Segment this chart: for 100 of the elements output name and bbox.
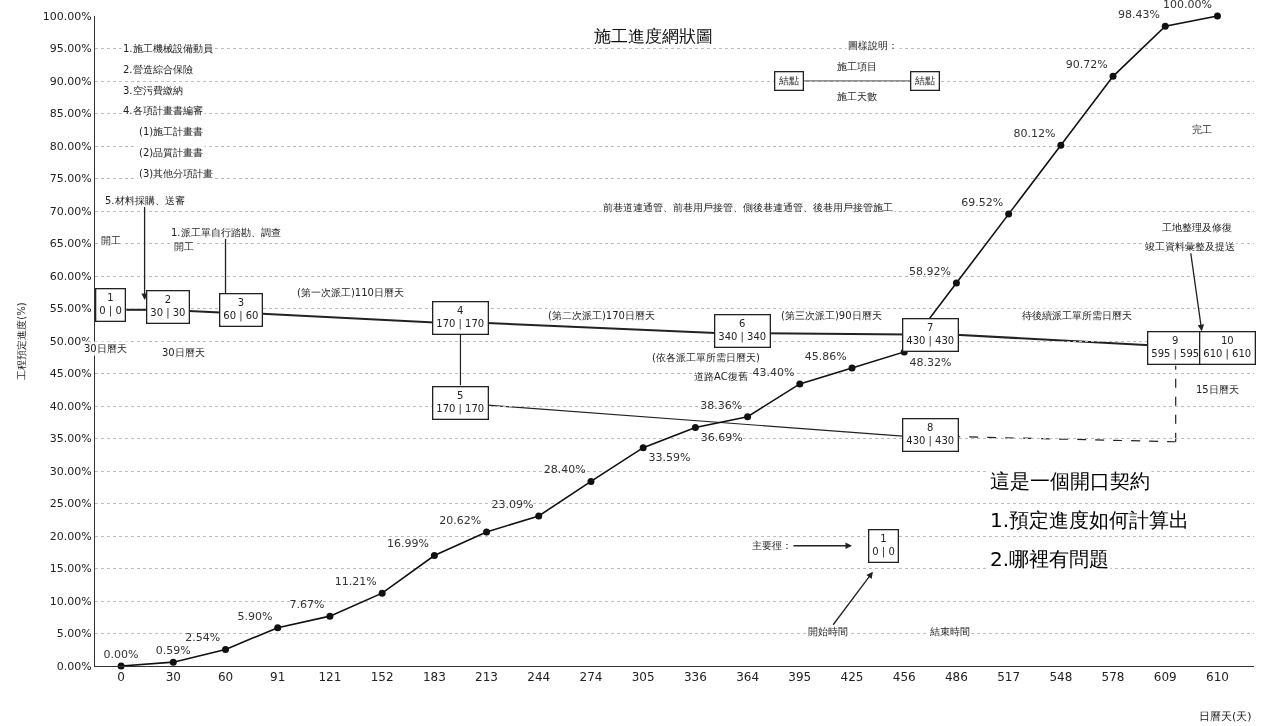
data-label: 11.21%: [334, 575, 377, 589]
y-tick-label: 80.00%: [49, 139, 92, 153]
annotation: 7 430 | 430: [906, 322, 955, 348]
x-tick-label: 517: [997, 670, 1021, 685]
annotation: 3 60 | 60: [223, 297, 259, 323]
annotation: 8 430 | 430: [906, 422, 955, 448]
text: 施工進度網狀圖: [594, 26, 713, 46]
data-label: 28.40%: [543, 463, 586, 477]
x-tick-label: 121: [318, 670, 342, 685]
y-axis-title: 工程預定進度(%): [15, 302, 27, 380]
x-tick-label: 610: [1206, 670, 1229, 685]
annotation: (3)其他分項計畫: [139, 168, 214, 179]
x-axis-title: 日曆天(天): [1199, 710, 1252, 723]
data-label: 36.69%: [700, 431, 743, 445]
y-tick-label: 95.00%: [49, 42, 92, 56]
data-label: 43.40%: [752, 365, 795, 379]
data-label: 98.43%: [1117, 8, 1160, 22]
annotation: 30日曆天: [84, 343, 127, 354]
y-tick-label: 15.00%: [49, 562, 92, 576]
y-tick-label: 20.00%: [49, 529, 92, 543]
x-tick-label: 0: [117, 670, 125, 685]
annotation: 結點: [914, 75, 936, 87]
x-tick-label: 486: [944, 670, 968, 685]
annotation: 這是一個開口契約: [990, 469, 1150, 493]
x-tick-label: 609: [1153, 670, 1177, 685]
annotation: 開工: [101, 235, 121, 246]
data-label: 16.99%: [387, 537, 429, 551]
y-tick-label: 5.00%: [56, 627, 92, 641]
y-tick-label: 40.00%: [49, 399, 92, 413]
annotation: (第一次派工)110日曆天: [297, 287, 404, 298]
data-label: 2.54%: [185, 631, 221, 645]
data-label: 5.90%: [237, 609, 273, 623]
x-tick-label: 152: [370, 670, 394, 685]
data-label: 58.92%: [909, 264, 952, 278]
annotation: 30日曆天: [162, 347, 205, 358]
x-tick-label: 456: [892, 670, 916, 685]
data-label: 20.62%: [439, 513, 482, 527]
data-label: 38.36%: [700, 398, 743, 412]
annotation: 2.哪裡有問題: [990, 547, 1110, 571]
data-label: 45.86%: [804, 349, 847, 363]
annotation: 前巷道連通管、前巷用戶接管、側後巷連通管、後巷用戶接管施工: [603, 202, 893, 213]
annotation: (1)施工計畫書: [139, 126, 204, 137]
annotation: 完工: [1192, 124, 1212, 135]
y-tick-label: 100.00%: [42, 9, 92, 23]
x-tick-label: 425: [840, 670, 864, 685]
annotation: 5 170 | 170: [436, 390, 485, 416]
y-tick-label: 75.00%: [49, 172, 92, 186]
data-label: 69.52%: [961, 195, 1004, 209]
y-tick-label: 70.00%: [49, 204, 92, 218]
data-label: 33.59%: [648, 451, 691, 465]
annotation: (依各派工單所需日曆天): [652, 352, 760, 363]
x-tick-label: 244: [527, 670, 551, 685]
annotation: 結點: [778, 75, 800, 87]
y-tick-label: 55.00%: [49, 302, 92, 316]
x-tick-label: 60: [217, 670, 234, 685]
annotation: (第三次派工)90日曆天: [781, 310, 882, 321]
annotation: 2 30 | 30: [150, 294, 186, 320]
annotation: 15日曆天: [1196, 384, 1239, 395]
x-tick-label: 395: [788, 670, 812, 685]
x-tick-label: 183: [422, 670, 446, 685]
annotation: 圖樣說明：: [848, 40, 898, 51]
annotation: 待後續派工單所需日曆天: [1022, 310, 1132, 321]
x-tick-label: 305: [631, 670, 655, 685]
annotation: 工地整理及修復: [1162, 222, 1232, 233]
y-tick-label: 0.00%: [56, 659, 92, 673]
y-tick-label: 25.00%: [49, 497, 92, 511]
x-tick-label: 364: [736, 670, 760, 685]
annotation: 施工天數: [837, 91, 877, 102]
y-tick-label: 45.00%: [49, 367, 92, 381]
annotation: 3.空污費繳納: [123, 85, 183, 96]
y-tick-label: 90.00%: [49, 74, 92, 88]
annotation: 2.營造綜合保險: [123, 64, 193, 75]
annotation: (第二次派工)170日曆天: [548, 310, 655, 321]
y-tick-label: 85.00%: [49, 107, 92, 121]
x-tick-label: 578: [1101, 670, 1125, 685]
y-tick-label: 35.00%: [49, 432, 92, 446]
data-label: 80.12%: [1013, 127, 1056, 141]
annotation: 1.預定進度如何計算出: [990, 508, 1190, 532]
x-tick-label: 30: [165, 670, 181, 685]
annotation: 5.材料採購、送審: [105, 195, 185, 206]
data-label: 23.09%: [491, 497, 534, 511]
annotation: 道路AC復舊: [694, 371, 748, 382]
x-tick-label: 213: [475, 670, 498, 685]
annotation: 4 170 | 170: [436, 305, 485, 331]
annotation: 主要徑：: [752, 540, 792, 551]
data-label: 0.59%: [155, 644, 191, 658]
annotation: 開工: [174, 241, 194, 252]
annotation: 結束時間: [929, 626, 970, 637]
y-tick-label: 60.00%: [49, 269, 92, 283]
annotation: 6 340 | 340: [718, 318, 767, 344]
annotation: 1.派工單自行踏勘、調查: [171, 227, 281, 238]
annotation: 10 610 | 610: [1203, 335, 1252, 361]
annotation: (2)品質計畫書: [139, 147, 204, 158]
data-label: 100.00%: [1163, 0, 1213, 11]
x-tick-label: 548: [1049, 670, 1073, 685]
annotation: 1.施工機械設備動員: [123, 43, 213, 54]
annotation: 開始時間: [808, 626, 848, 637]
annotation: 9 595 | 595: [1151, 335, 1200, 361]
y-tick-label: 30.00%: [49, 464, 92, 478]
annotation: 1 0 | 0: [99, 292, 122, 318]
